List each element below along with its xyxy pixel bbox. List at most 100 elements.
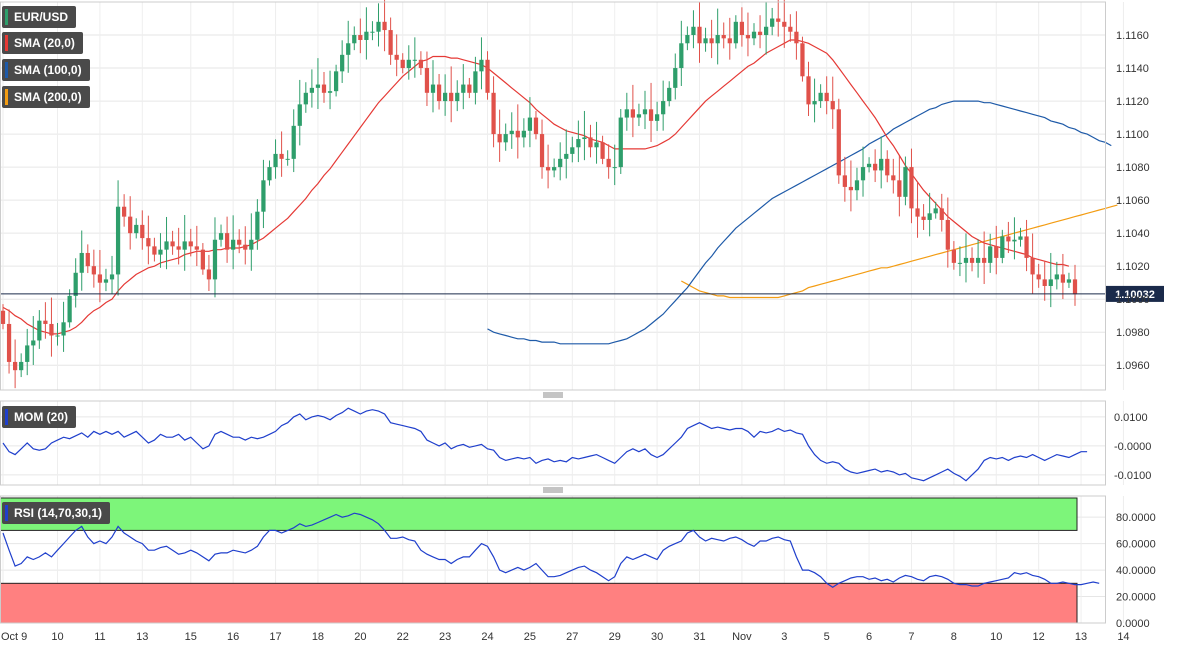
candle-body <box>679 43 684 69</box>
candle-body <box>376 21 381 32</box>
candle-body <box>570 147 575 154</box>
candle-body <box>212 239 218 280</box>
candle-body <box>612 167 617 169</box>
mom-tick-label: -0.0100 <box>1114 470 1151 482</box>
candle-body <box>443 92 448 102</box>
candle-body <box>673 68 678 88</box>
candle-body <box>55 335 60 337</box>
candle-body <box>158 249 163 255</box>
candle-body <box>509 130 514 135</box>
mom-tick-label: 0.0100 <box>1114 412 1148 424</box>
date-tick-label: 22 <box>397 631 409 643</box>
candle-body <box>309 87 315 93</box>
date-tick-label: 15 <box>185 631 197 643</box>
candle-body <box>182 241 187 250</box>
price-grid <box>0 2 1124 390</box>
legend-mom-label: MOM (20) <box>14 410 68 424</box>
date-tick-label: 13 <box>136 631 148 643</box>
candle-body <box>685 35 690 44</box>
legend-swatch-symbol <box>5 9 8 25</box>
rsi-tick-label: 0.0000 <box>1116 618 1150 630</box>
candle-body <box>85 252 90 267</box>
candle-body <box>806 76 811 105</box>
candle-body <box>636 114 642 118</box>
candle-body <box>836 109 841 176</box>
candle-body <box>933 208 938 214</box>
date-tick-label: 10 <box>990 631 1002 643</box>
candle-body <box>412 59 417 61</box>
candle-body <box>824 92 829 102</box>
candle-body <box>406 59 411 69</box>
sma20-line <box>2 39 1070 335</box>
rsi-line <box>2 512 1100 589</box>
candle-body <box>188 241 193 247</box>
candle-body <box>231 239 236 250</box>
candle-body <box>25 345 30 362</box>
mom-line <box>2 407 1088 482</box>
rsi-oversold-zone <box>0 582 1078 624</box>
candle-body <box>648 109 654 121</box>
candle-body <box>709 38 714 44</box>
candle-body <box>206 269 212 280</box>
legend-swatch-sma100 <box>5 62 8 78</box>
x-axis-labels: Oct 9 10 11 13 15 16 17 18 20 22 23 24 25 27 29 30 31 Nov… <box>1 631 1130 643</box>
candle-body <box>576 139 581 148</box>
date-tick-label: 5 <box>824 631 830 643</box>
candle-body <box>860 167 866 181</box>
rsi-indicator-line <box>2 512 1100 589</box>
candle-body <box>582 137 587 140</box>
candle-body <box>873 163 878 171</box>
mom-tick-label: -0.0000 <box>1114 441 1151 453</box>
candle-body <box>697 26 702 44</box>
candle-body <box>303 92 308 105</box>
price-tick-label: 1.1120 <box>1116 96 1149 108</box>
candle-body <box>552 167 557 171</box>
legend-sma200-label: SMA (200,0) <box>14 90 82 104</box>
candle-body <box>606 158 611 168</box>
rsi-tick-label: 60.0000 <box>1116 539 1156 551</box>
date-tick-label: 10 <box>51 631 63 643</box>
candle-body <box>739 21 745 36</box>
legend-sma20-label: SMA (20,0) <box>14 36 75 50</box>
date-tick-label: 20 <box>354 631 366 643</box>
candle-body <box>218 233 224 240</box>
candle-body <box>176 246 181 250</box>
candle-body <box>224 233 230 250</box>
candle-body <box>594 142 599 148</box>
panel-border <box>0 400 1106 486</box>
candle-body <box>600 142 605 159</box>
legend-sma100: SMA (100,0) <box>2 59 90 81</box>
candle-body <box>67 295 72 323</box>
mom-indicator-line <box>2 407 1088 482</box>
candle-body <box>921 216 926 220</box>
candle-body <box>885 158 890 176</box>
legend-mom: MOM (20) <box>2 406 76 428</box>
candle-body <box>903 167 908 197</box>
candle-body <box>776 18 781 22</box>
candle-body <box>170 241 175 247</box>
candle-body <box>279 153 284 159</box>
candle-body <box>897 180 902 197</box>
candle-body <box>340 54 345 72</box>
candle-body <box>333 71 339 92</box>
price-tick-label: 1.1020 <box>1116 261 1150 273</box>
candle-body <box>939 208 944 220</box>
candle-body <box>630 109 635 118</box>
candle-body <box>661 101 666 115</box>
candle-body <box>721 35 726 39</box>
candle-body <box>297 104 302 126</box>
candle-body <box>352 35 357 44</box>
candle-body <box>91 266 96 275</box>
rsi-tick-label: 20.0000 <box>1116 592 1156 604</box>
candle-body <box>491 92 496 135</box>
candle-body <box>788 26 793 32</box>
candle-body <box>945 219 950 250</box>
candle-body <box>1000 236 1005 258</box>
date-tick-label: 17 <box>269 631 281 643</box>
candle-body <box>1030 257 1035 275</box>
candle-body <box>963 257 969 263</box>
price-tick-label: 1.1000 <box>1116 294 1150 306</box>
candle-body <box>436 84 442 102</box>
date-tick-label: 18 <box>312 631 324 643</box>
candle-body <box>370 31 375 33</box>
